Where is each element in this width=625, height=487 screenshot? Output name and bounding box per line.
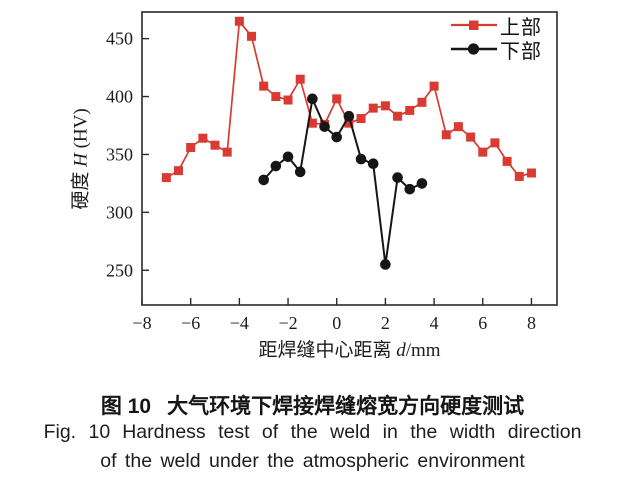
svg-text:−4: −4 bbox=[230, 313, 249, 333]
svg-text:0: 0 bbox=[332, 313, 341, 333]
svg-text:400: 400 bbox=[106, 87, 133, 107]
svg-text:−2: −2 bbox=[278, 313, 297, 333]
caption-english-text2: of the weld under the atmospheric enviro… bbox=[100, 450, 525, 472]
svg-text:4: 4 bbox=[430, 313, 439, 333]
y-axis-label: 硬度 H (HV) bbox=[66, 108, 93, 209]
svg-text:8: 8 bbox=[527, 313, 536, 333]
svg-text:450: 450 bbox=[106, 29, 133, 49]
black-circle-marker-icon bbox=[451, 43, 497, 55]
y-axis-symbol: H bbox=[70, 153, 92, 167]
x-axis-symbol: d bbox=[396, 340, 406, 361]
y-axis-label-prefix: 硬度 bbox=[70, 166, 92, 210]
svg-text:350: 350 bbox=[106, 144, 133, 164]
x-axis-label-suffix: /mm bbox=[405, 340, 441, 361]
caption-english-line2: of the weld under the atmospheric enviro… bbox=[0, 450, 625, 473]
y-axis-label-suffix: (HV) bbox=[70, 108, 92, 154]
svg-text:−8: −8 bbox=[132, 313, 151, 333]
hardness-chart: −8 −6 −4 −2 0 2 4 6 8 250 300 350 400 450 bbox=[106, 11, 558, 333]
caption-english-number: Fig. 10 bbox=[43, 421, 111, 443]
legend-label-lower: 下部 bbox=[500, 40, 542, 63]
svg-text:250: 250 bbox=[106, 260, 133, 280]
caption-chinese-number: 图 10 bbox=[100, 395, 152, 418]
svg-text:6: 6 bbox=[478, 313, 487, 333]
svg-text:300: 300 bbox=[106, 202, 133, 222]
svg-text:2: 2 bbox=[381, 313, 390, 333]
chart-legend: 上部 下部 bbox=[450, 13, 542, 63]
caption-english-text1: Hardness test of the weld in the width d… bbox=[122, 421, 582, 443]
legend-label-upper: 上部 bbox=[500, 16, 542, 39]
x-axis-label-prefix: 距焊缝中心距离 bbox=[258, 340, 397, 361]
x-axis-label: 距焊缝中心距离 d/mm bbox=[142, 335, 557, 362]
svg-text:−6: −6 bbox=[181, 313, 200, 333]
caption-chinese: 图 10 大气环境下焊接焊缝熔宽方向硬度测试 bbox=[0, 390, 625, 420]
caption-chinese-text: 大气环境下焊接焊缝熔宽方向硬度测试 bbox=[167, 395, 525, 418]
legend-item-upper: 上部 bbox=[450, 13, 542, 39]
caption-english-line1: Fig. 10 Hardness test of the weld in the … bbox=[0, 421, 625, 444]
legend-item-lower: 下部 bbox=[450, 37, 542, 63]
red-square-marker-icon bbox=[451, 20, 497, 30]
